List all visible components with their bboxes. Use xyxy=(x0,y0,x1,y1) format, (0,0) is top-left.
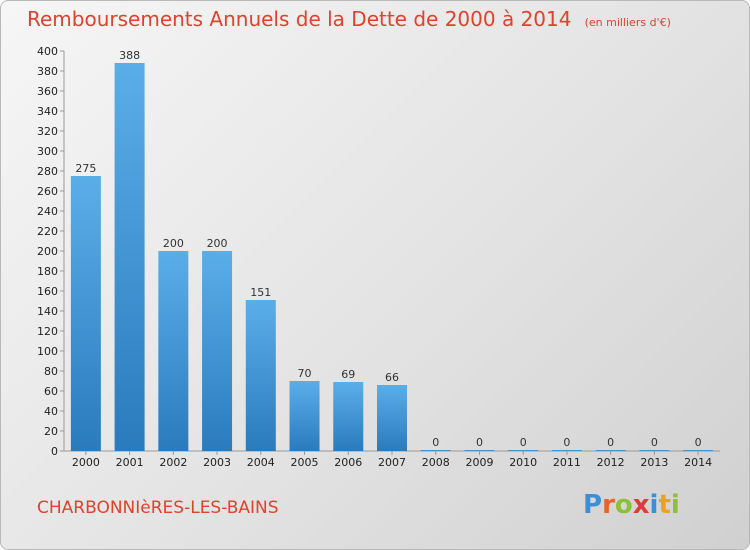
bar xyxy=(683,450,714,451)
data-label: 0 xyxy=(476,436,483,449)
x-tick-label: 2011 xyxy=(553,456,581,469)
bar xyxy=(508,450,539,451)
chart-data-labels: 275 388 200 200 151 70 69 66 0 0 0 0 0 0 0 xyxy=(75,49,701,449)
y-tick-label: 260 xyxy=(37,185,58,198)
data-label: 0 xyxy=(432,436,439,449)
y-tick-label: 220 xyxy=(37,225,58,238)
y-tick-label: 400 xyxy=(37,45,58,58)
bar xyxy=(114,63,145,451)
x-tick-label: 2003 xyxy=(203,456,231,469)
logo-letter: i xyxy=(649,490,659,520)
y-tick-label: 380 xyxy=(37,65,58,78)
bar xyxy=(158,251,189,451)
chart-title: Remboursements Annuels de la Dette de 20… xyxy=(27,7,572,31)
y-tick-label: 40 xyxy=(44,405,58,418)
commune-name: CHARBONNIèRES-LES-BAINS xyxy=(37,498,279,518)
logo-letter: t xyxy=(658,490,671,520)
logo-letter: P xyxy=(583,490,603,520)
y-tick-label: 360 xyxy=(37,85,58,98)
y-tick-label: 20 xyxy=(44,425,58,438)
bar xyxy=(420,450,451,451)
x-tick-label: 2002 xyxy=(159,456,187,469)
data-label: 0 xyxy=(520,436,527,449)
x-tick-label: 2001 xyxy=(116,456,144,469)
x-tick-label: 2010 xyxy=(509,456,537,469)
y-tick-label: 240 xyxy=(37,205,58,218)
y-tick-label: 180 xyxy=(37,265,58,278)
data-label: 0 xyxy=(695,436,702,449)
bar xyxy=(551,450,582,451)
bar xyxy=(464,450,495,451)
logo-letter: x xyxy=(632,490,650,520)
bar xyxy=(333,382,364,451)
x-tick-label: 2000 xyxy=(72,456,100,469)
x-tick-label: 2008 xyxy=(422,456,450,469)
bar xyxy=(289,381,320,451)
bar xyxy=(245,300,276,451)
data-label: 275 xyxy=(75,162,96,175)
bar xyxy=(377,385,407,451)
logo-letter: r xyxy=(602,490,615,520)
data-label: 69 xyxy=(341,368,355,381)
data-label: 0 xyxy=(607,436,614,449)
x-tick-label: 2006 xyxy=(334,456,362,469)
y-tick-label: 60 xyxy=(44,385,58,398)
logo-letter: i xyxy=(670,490,680,520)
data-label: 66 xyxy=(385,371,399,384)
y-tick-label: 320 xyxy=(37,125,58,138)
data-label: 0 xyxy=(563,436,570,449)
bar xyxy=(70,176,101,451)
x-tick-label: 2013 xyxy=(640,456,668,469)
data-label: 70 xyxy=(298,367,312,380)
data-label: 0 xyxy=(651,436,658,449)
proxiti-logo: Proxiti xyxy=(583,490,680,520)
y-tick-label: 120 xyxy=(37,325,58,338)
data-label: 200 xyxy=(207,237,228,250)
y-tick-label: 300 xyxy=(37,145,58,158)
data-label: 200 xyxy=(163,237,184,250)
chart-subtitle: (en milliers d'€) xyxy=(584,16,671,29)
chart-axes: 0 20 40 60 80 100 120 140 160 180 200 220 240 260 280 3… xyxy=(37,45,720,469)
x-tick-label: 2009 xyxy=(465,456,493,469)
data-label: 388 xyxy=(119,49,140,62)
y-tick-label: 80 xyxy=(44,365,58,378)
y-tick-label: 340 xyxy=(37,105,58,118)
y-tick-label: 0 xyxy=(51,445,58,458)
x-tick-label: 2014 xyxy=(684,456,712,469)
bar xyxy=(202,251,233,451)
bar xyxy=(639,450,670,451)
x-tick-label: 2005 xyxy=(291,456,319,469)
y-tick-label: 140 xyxy=(37,305,58,318)
y-tick-label: 100 xyxy=(37,345,58,358)
x-tick-label: 2004 xyxy=(247,456,275,469)
y-tick-label: 200 xyxy=(37,245,58,258)
bar xyxy=(595,450,626,451)
data-label: 151 xyxy=(250,286,271,299)
chart-header: Remboursements Annuels de la Dette de 20… xyxy=(27,7,671,31)
x-tick-label: 2012 xyxy=(597,456,625,469)
logo-letter: o xyxy=(614,490,633,520)
chart-bars xyxy=(70,63,714,451)
y-tick-label: 160 xyxy=(37,285,58,298)
x-tick-label: 2007 xyxy=(378,456,406,469)
y-tick-label: 280 xyxy=(37,165,58,178)
